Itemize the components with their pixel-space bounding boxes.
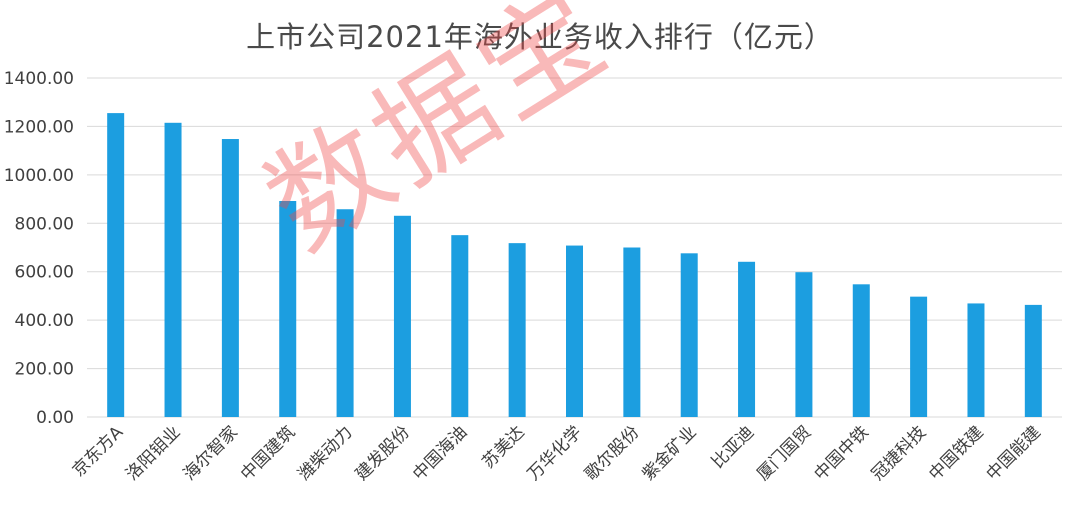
bar [967, 303, 985, 417]
x-tick-label: 洛阳钼业 [122, 422, 184, 484]
bar [164, 122, 182, 418]
x-tick-label: 紫金矿业 [639, 422, 701, 484]
bar [336, 209, 354, 417]
bar [910, 296, 928, 417]
bar [680, 253, 698, 417]
bar [795, 272, 813, 417]
x-tick-label: 中国铁建 [925, 422, 987, 484]
x-tick-label: 京东方A [69, 422, 128, 481]
bar [107, 113, 125, 417]
y-axis-ticks: 0.00 200.00 400.00 600.00 800.00 1000.00 1200.… [4, 69, 74, 428]
y-tick-label: 1000.00 [4, 166, 74, 186]
x-tick-label: 苏美达 [478, 422, 528, 472]
x-tick-label: 冠捷科技 [868, 422, 930, 484]
x-tick-label: 海尔智家 [180, 422, 242, 484]
x-tick-label: 中国海油 [409, 422, 471, 484]
y-tick-label: 600.00 [15, 263, 74, 283]
x-tick-label: 万华化学 [524, 422, 586, 484]
x-tick-label: 中国建筑 [237, 422, 299, 484]
bar [738, 261, 756, 417]
bar [221, 139, 239, 417]
chart-title: 上市公司2021年海外业务收入排行（亿元） [246, 20, 834, 54]
y-tick-label: 1200.00 [4, 117, 74, 137]
x-tick-label: 中国能建 [983, 422, 1045, 484]
x-tick-label: 比亚迪 [708, 422, 758, 472]
x-tick-label: 潍柴动力 [294, 422, 356, 484]
x-tick-label: 厦门国贸 [753, 422, 815, 484]
bar [1024, 304, 1042, 417]
y-tick-label: 0.00 [36, 408, 74, 428]
y-tick-label: 200.00 [15, 360, 74, 380]
x-tick-label: 歌尔股份 [581, 422, 643, 484]
x-tick-label: 建发股份 [352, 422, 414, 484]
y-tick-label: 400.00 [15, 311, 74, 331]
y-tick-label: 800.00 [15, 214, 74, 234]
bar [852, 284, 870, 417]
bar [508, 243, 526, 417]
bars [107, 113, 1042, 418]
bar [566, 245, 583, 417]
bar [451, 235, 469, 417]
bar [393, 215, 411, 417]
bar [279, 201, 297, 417]
bar [623, 247, 641, 417]
x-tick-label: 中国中铁 [811, 422, 873, 484]
y-tick-label: 1400.00 [4, 69, 74, 89]
